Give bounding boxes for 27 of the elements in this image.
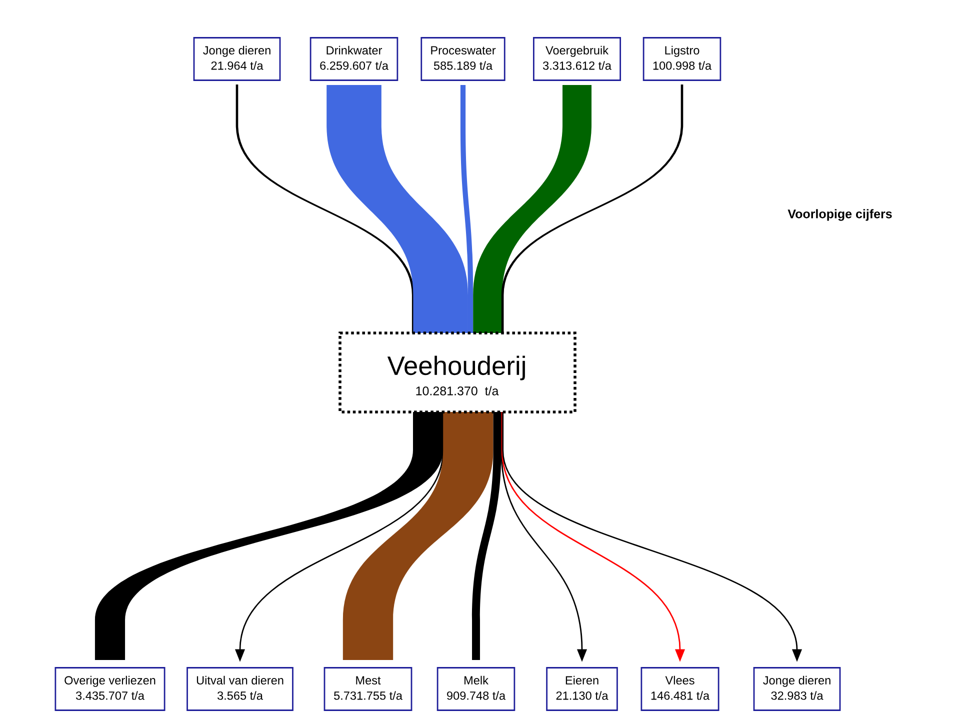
- data-label: 146.481 t/a: [651, 691, 710, 700]
- category-label: Melk: [464, 676, 488, 685]
- category-label: Vlees: [665, 676, 694, 685]
- data-label: 32.983 t/a: [771, 691, 824, 700]
- data-label: 21.130 t/a: [556, 691, 608, 700]
- data-label: 3.313.612 t/a: [542, 61, 612, 70]
- category-label: Uitval van dieren: [196, 676, 284, 685]
- category-label: Eieren: [566, 676, 598, 685]
- category-label: Ligstro: [665, 46, 700, 57]
- category-label: Overige verliezen: [64, 676, 156, 687]
- text: Veehouderij: [387, 356, 525, 380]
- category-label: Drinkwater: [326, 46, 382, 55]
- data-label: 21.964 t/a: [211, 61, 264, 70]
- data-label: 3.565 t/a: [217, 691, 263, 700]
- data-label: 585.189 t/a: [434, 61, 493, 70]
- category-label: Mest: [356, 676, 381, 685]
- text: Voorlopige cijfers: [788, 209, 892, 221]
- data-label: 909.748 t/a: [447, 691, 506, 700]
- data-label: 6.259.607 t/a: [320, 61, 388, 70]
- text: 10.281.370 t/a: [416, 386, 499, 396]
- category-label: Jonge dieren: [763, 676, 830, 687]
- category-label: Proceswater: [431, 46, 496, 55]
- data-label: 3.435.707 t/a: [76, 691, 144, 700]
- category-label: Jonge dieren: [203, 46, 270, 57]
- data-label: 5.731.755 t/a: [334, 691, 402, 700]
- data-label: 100.998 t/a: [653, 61, 712, 70]
- category-label: Voergebruik: [546, 46, 609, 57]
